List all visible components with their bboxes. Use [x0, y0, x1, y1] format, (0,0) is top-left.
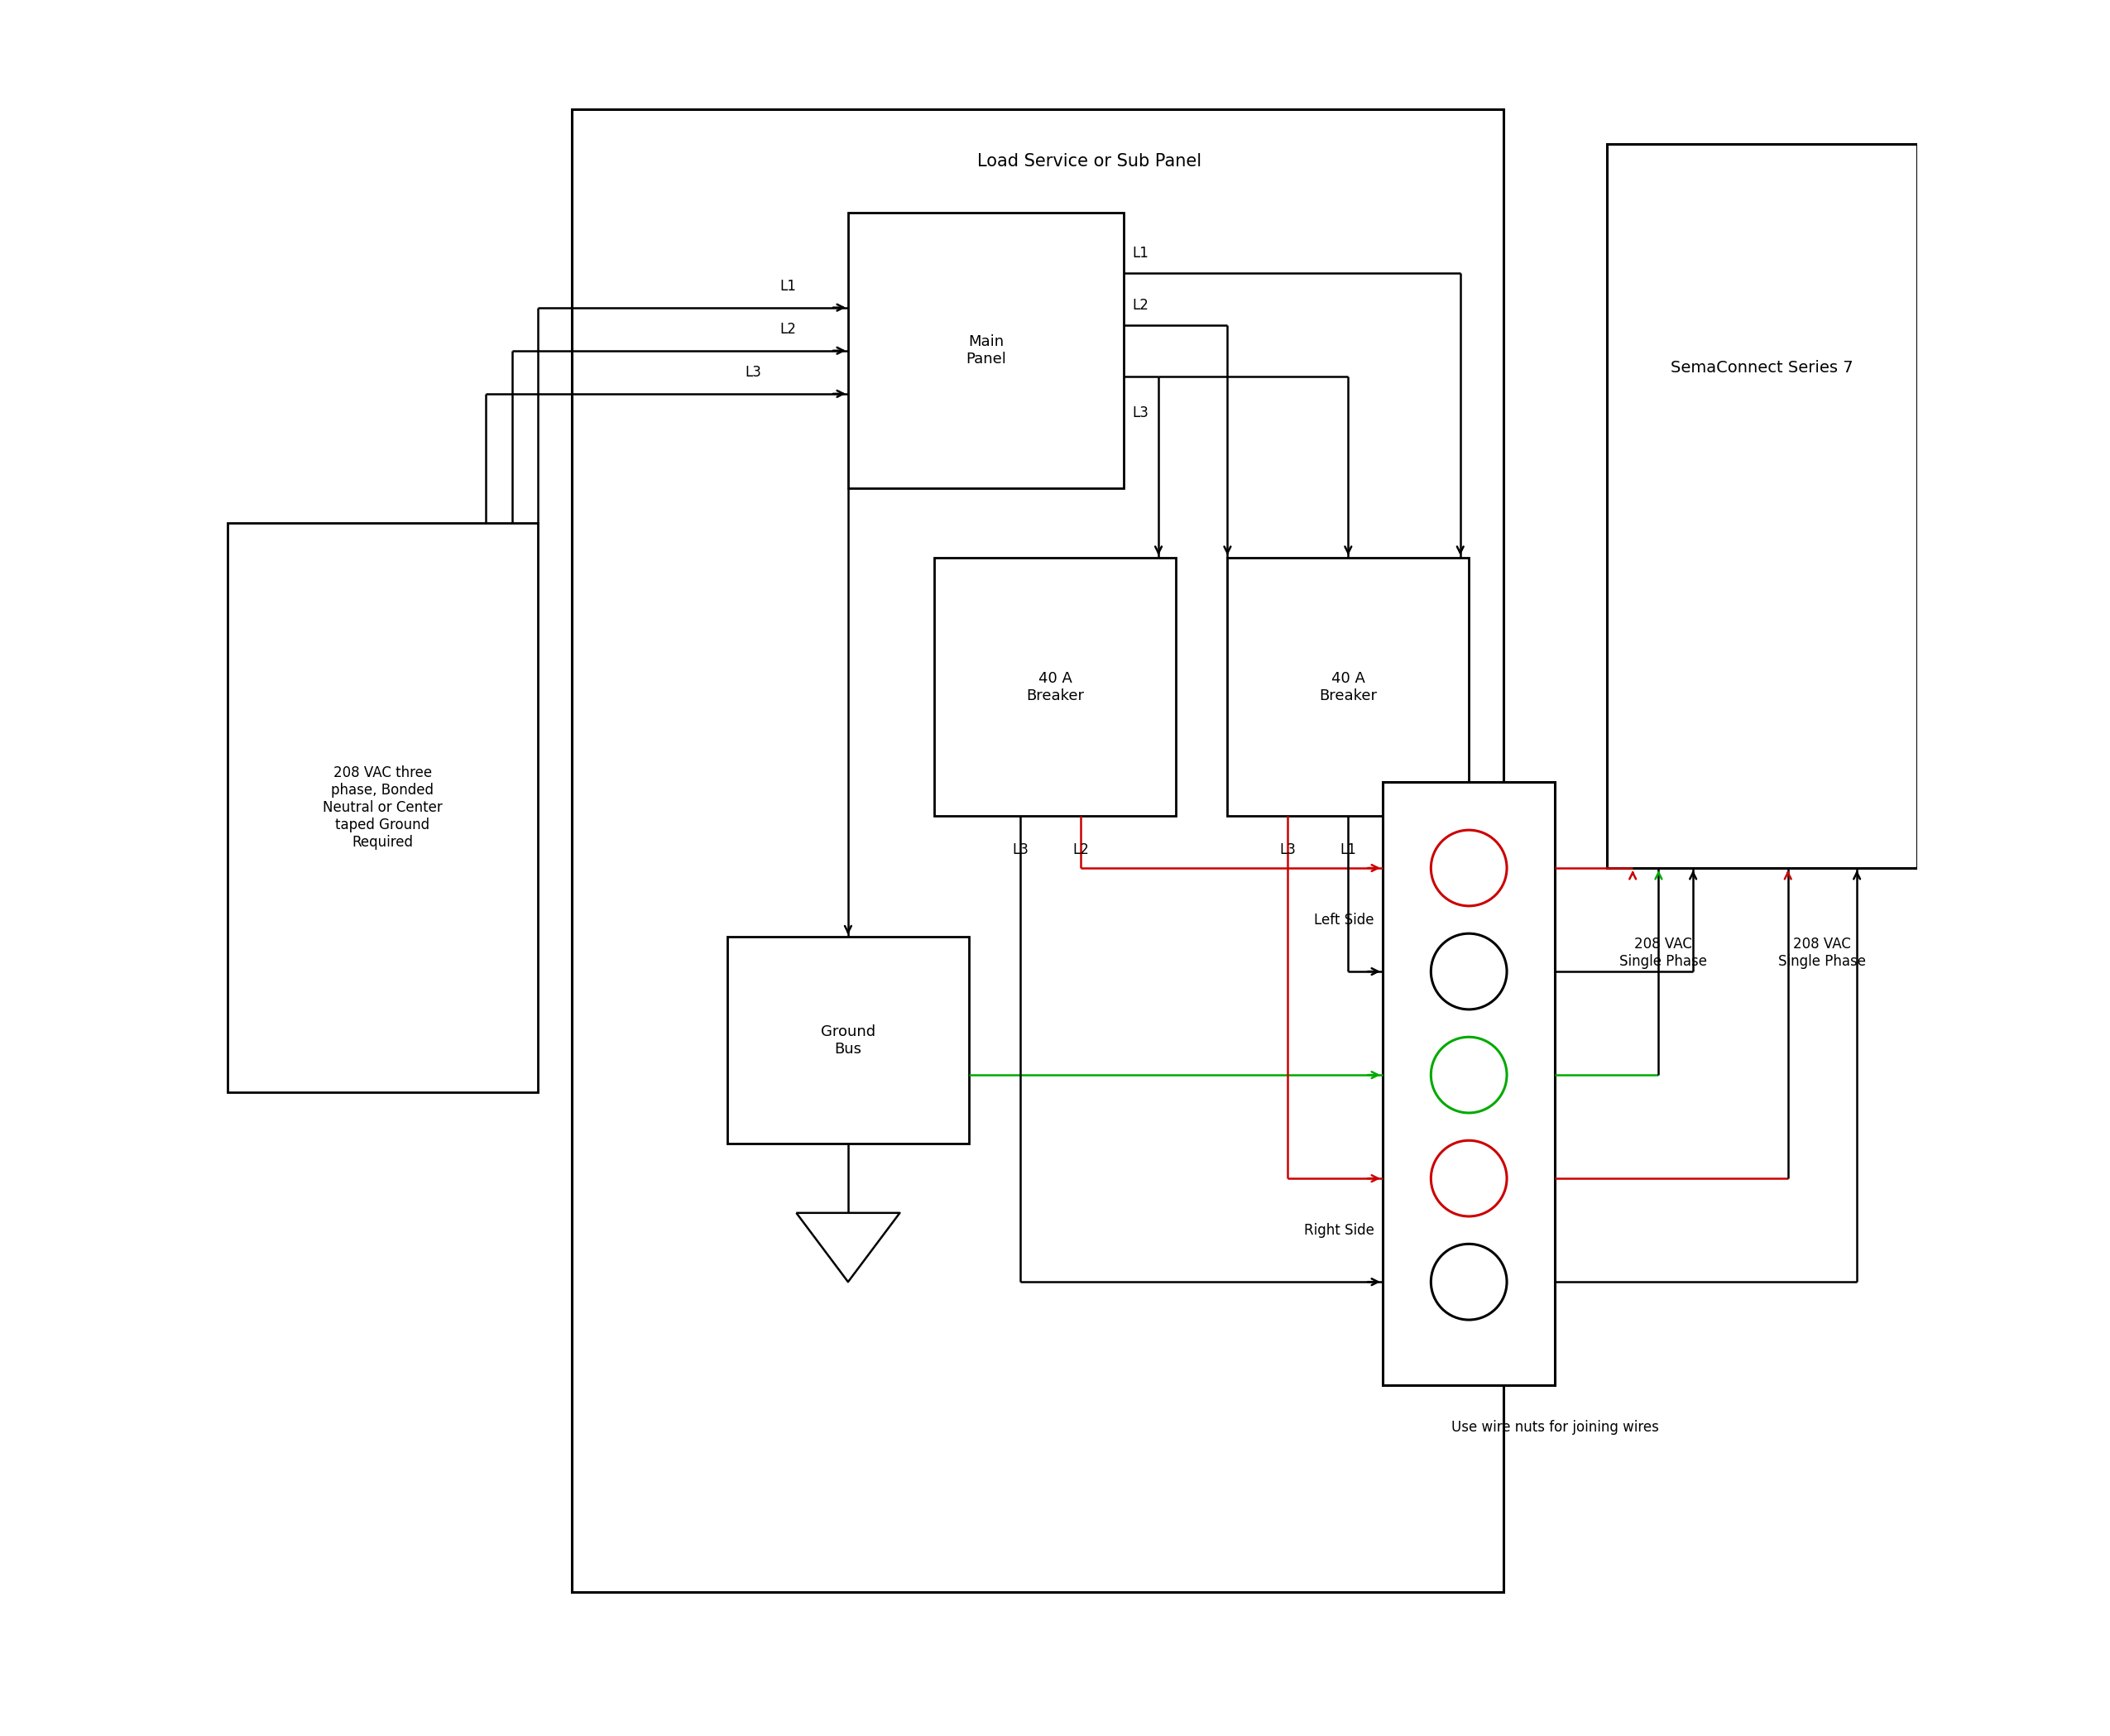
Circle shape — [1431, 830, 1507, 906]
Bar — [228, 523, 538, 1092]
Bar — [848, 214, 1125, 488]
Text: 208 VAC three
phase, Bonded
Neutral or Center
taped Ground
Required: 208 VAC three phase, Bonded Neutral or C… — [323, 766, 443, 849]
Text: 208 VAC
Single Phase: 208 VAC Single Phase — [1779, 937, 1865, 969]
Bar — [935, 557, 1175, 816]
Text: L3: L3 — [745, 365, 762, 380]
Bar — [1608, 144, 1918, 868]
Bar — [728, 937, 968, 1144]
Text: 40 A
Breaker: 40 A Breaker — [1025, 670, 1085, 703]
Text: 40 A
Breaker: 40 A Breaker — [1319, 670, 1378, 703]
Text: Main
Panel: Main Panel — [966, 335, 1006, 366]
Text: L2: L2 — [1072, 842, 1089, 858]
Text: Left Side: Left Side — [1315, 913, 1374, 927]
Text: L1: L1 — [1133, 247, 1150, 260]
Text: L3: L3 — [1279, 842, 1296, 858]
Text: L1: L1 — [1340, 842, 1357, 858]
Bar — [572, 109, 1502, 1592]
Bar — [1228, 557, 1469, 816]
Text: Ground
Bus: Ground Bus — [821, 1024, 876, 1057]
Text: SemaConnect Series 7: SemaConnect Series 7 — [1671, 359, 1853, 375]
Text: Use wire nuts for joining wires: Use wire nuts for joining wires — [1452, 1420, 1658, 1434]
Text: Right Side: Right Side — [1304, 1222, 1374, 1238]
Text: L3: L3 — [1133, 406, 1150, 420]
Text: 208 VAC
Single Phase: 208 VAC Single Phase — [1618, 937, 1707, 969]
Circle shape — [1431, 934, 1507, 1009]
Text: L1: L1 — [781, 279, 795, 293]
Text: L2: L2 — [781, 321, 795, 337]
Text: L3: L3 — [1013, 842, 1030, 858]
Circle shape — [1431, 1141, 1507, 1217]
Text: Load Service or Sub Panel: Load Service or Sub Panel — [977, 153, 1203, 168]
Circle shape — [1431, 1036, 1507, 1113]
Text: L2: L2 — [1133, 299, 1150, 312]
Bar — [1382, 781, 1555, 1385]
Circle shape — [1431, 1245, 1507, 1319]
